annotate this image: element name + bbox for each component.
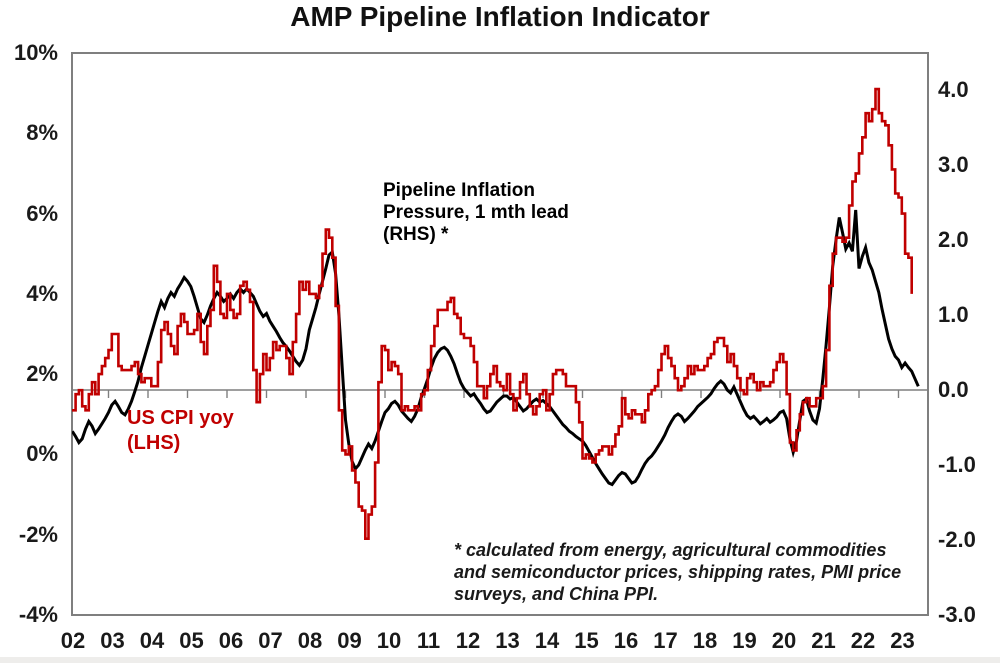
right-axis-tick: 4.0 — [938, 77, 969, 102]
left-axis-tick: -2% — [18, 521, 58, 547]
cpi-series-label-line1: US CPI yoy — [127, 407, 234, 429]
footnote: * calculated from energy, agricultural c… — [454, 539, 901, 605]
x-axis-tick: 02 — [60, 628, 86, 653]
x-axis-tick: 22 — [850, 628, 876, 653]
pipeline-series-label-line1: Pipeline Inflation — [383, 180, 536, 201]
right-axis-tick: 0.0 — [938, 377, 969, 402]
x-axis-tick: 17 — [653, 628, 678, 653]
footnote-line3: surveys, and China PPI. — [454, 584, 659, 604]
x-axis-tick: 09 — [337, 628, 362, 653]
right-axis-tick: 1.0 — [938, 302, 969, 327]
left-axis-tick: 4% — [26, 280, 58, 306]
footnote-line2: and semiconductor prices, shipping rates… — [454, 562, 902, 582]
cpi-series-label: US CPI yoy (LHS) — [127, 406, 234, 456]
right-axis-tick: 3.0 — [938, 152, 969, 177]
footnote-line1: * calculated from energy, agricultural c… — [454, 540, 887, 560]
x-axis-tick: 21 — [811, 628, 836, 653]
right-axis-tick: 2.0 — [938, 227, 969, 252]
x-axis-tick: 10 — [376, 628, 402, 653]
left-axis-tick: 0% — [26, 441, 58, 467]
left-axis-tick: 6% — [26, 200, 58, 226]
bottom-edge-strip — [0, 657, 1000, 663]
x-axis-tick: 15 — [574, 628, 599, 653]
x-axis-tick: 05 — [179, 628, 204, 653]
left-axis-tick: 8% — [26, 120, 58, 146]
plot-frame — [71, 52, 929, 616]
left-axis-tick: -4% — [18, 602, 58, 627]
right-axis-tick: -2.0 — [938, 527, 976, 552]
x-axis-tick: 14 — [534, 628, 560, 653]
x-axis-tick: 12 — [455, 628, 481, 653]
x-axis-tick: 11 — [416, 628, 441, 653]
left-axis-tick: 2% — [26, 361, 58, 387]
x-axis-tick: 20 — [771, 628, 797, 653]
pipeline-series-label-line2: Pressure, 1 mth lead — [383, 202, 569, 223]
left-axis-tick: 10% — [13, 40, 58, 65]
x-axis-tick: 07 — [258, 628, 283, 653]
cpi-line — [72, 87, 913, 540]
pipeline-series-label: Pipeline Inflation Pressure, 1 mth lead … — [383, 180, 569, 246]
x-axis-tick: 16 — [613, 628, 639, 653]
cpi-series-label-line2: (LHS) — [127, 432, 181, 454]
x-axis-tick: 04 — [139, 628, 165, 653]
x-axis-tick: 23 — [890, 628, 915, 653]
chart-title: AMP Pipeline Inflation Indicator — [290, 1, 710, 32]
right-axis-tick: -3.0 — [938, 602, 976, 627]
x-axis-tick: 13 — [495, 628, 520, 653]
right-axis-tick: -1.0 — [938, 452, 976, 477]
x-axis-tick: 18 — [692, 628, 718, 653]
x-axis-tick: 06 — [218, 628, 244, 653]
pipeline-series-label-line3: (RHS) * — [383, 224, 449, 245]
x-axis-tick: 08 — [297, 628, 323, 653]
x-axis-tick: 03 — [100, 628, 125, 653]
x-axis-tick: 19 — [732, 628, 757, 653]
